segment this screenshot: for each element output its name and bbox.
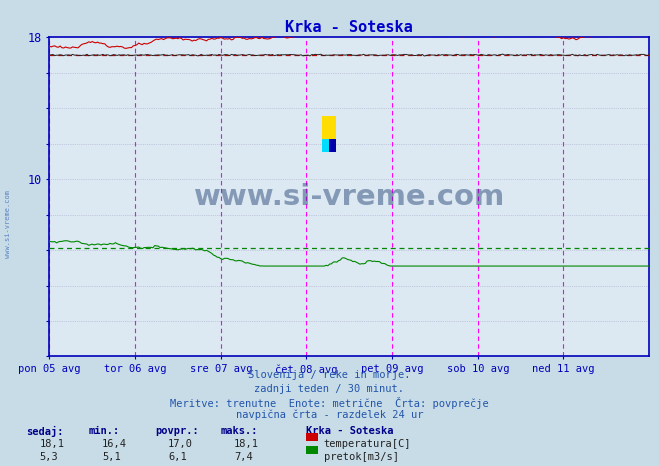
Text: min.:: min.: xyxy=(89,426,120,436)
Text: Krka - Soteska: Krka - Soteska xyxy=(306,426,394,436)
Text: 5,1: 5,1 xyxy=(102,452,121,462)
Text: www.si-vreme.com: www.si-vreme.com xyxy=(194,183,505,211)
Text: 18,1: 18,1 xyxy=(40,439,65,449)
Text: zadnji teden / 30 minut.: zadnji teden / 30 minut. xyxy=(254,384,405,393)
Text: 6,1: 6,1 xyxy=(168,452,186,462)
Text: sedaj:: sedaj: xyxy=(26,426,64,438)
Text: maks.:: maks.: xyxy=(221,426,258,436)
Text: 18,1: 18,1 xyxy=(234,439,259,449)
Text: www.si-vreme.com: www.si-vreme.com xyxy=(5,190,11,258)
Title: Krka - Soteska: Krka - Soteska xyxy=(285,20,413,35)
Text: 5,3: 5,3 xyxy=(40,452,58,462)
Text: Slovenija / reke in morje.: Slovenija / reke in morje. xyxy=(248,370,411,380)
Text: temperatura[C]: temperatura[C] xyxy=(324,439,411,449)
Text: navpična črta - razdelek 24 ur: navpična črta - razdelek 24 ur xyxy=(236,410,423,420)
Text: pretok[m3/s]: pretok[m3/s] xyxy=(324,452,399,462)
Text: povpr.:: povpr.: xyxy=(155,426,198,436)
Text: 7,4: 7,4 xyxy=(234,452,252,462)
Text: 17,0: 17,0 xyxy=(168,439,193,449)
Text: 16,4: 16,4 xyxy=(102,439,127,449)
Text: Meritve: trenutne  Enote: metrične  Črta: povprečje: Meritve: trenutne Enote: metrične Črta: … xyxy=(170,397,489,409)
